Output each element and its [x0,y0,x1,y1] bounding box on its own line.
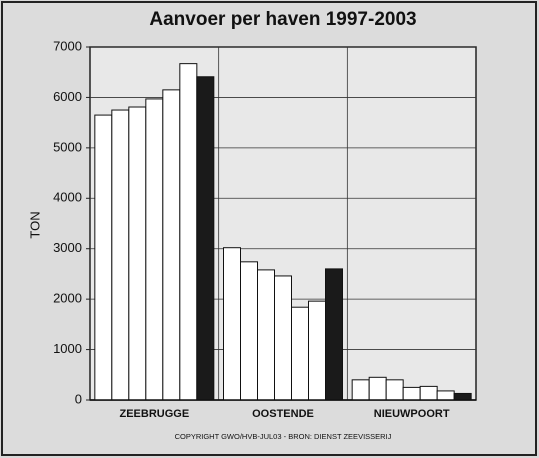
y-tick-label: 0 [75,391,82,406]
y-tick-label: 2000 [53,291,82,306]
y-tick-label: 7000 [53,38,82,53]
bar [223,247,241,401]
bar [257,269,275,401]
bar [419,385,438,401]
bar [351,379,370,401]
bar [402,386,421,401]
y-axis-label: TON [27,211,42,238]
y-tick-label: 6000 [53,89,82,104]
bar [325,268,343,401]
x-tick-label: NIEUWPOORT [374,408,450,420]
x-tick-label: ZEEBRUGGE [119,408,189,420]
bar [308,300,326,401]
bar [240,261,258,401]
bar [274,275,292,401]
y-tick-label: 4000 [53,190,82,205]
bar [162,89,181,401]
bar [436,390,455,401]
chart-title: Aanvoer per haven 1997-2003 [149,9,416,30]
y-tick-label: 3000 [53,240,82,255]
y-tick-label: 5000 [53,139,82,154]
bar [385,379,404,401]
bar [368,376,387,401]
bar [291,306,309,401]
bar [94,114,113,401]
bar [128,106,147,401]
bar [111,109,130,401]
footnote: COPYRIGHT GWO/HVB-JUL03 - BRON: DIENST Z… [175,432,392,441]
bar [179,63,198,401]
x-tick-label: OOSTENDE [252,408,314,420]
y-tick-label: 1000 [53,341,82,356]
bar [196,76,215,401]
bar [145,98,164,401]
bar [453,392,472,401]
